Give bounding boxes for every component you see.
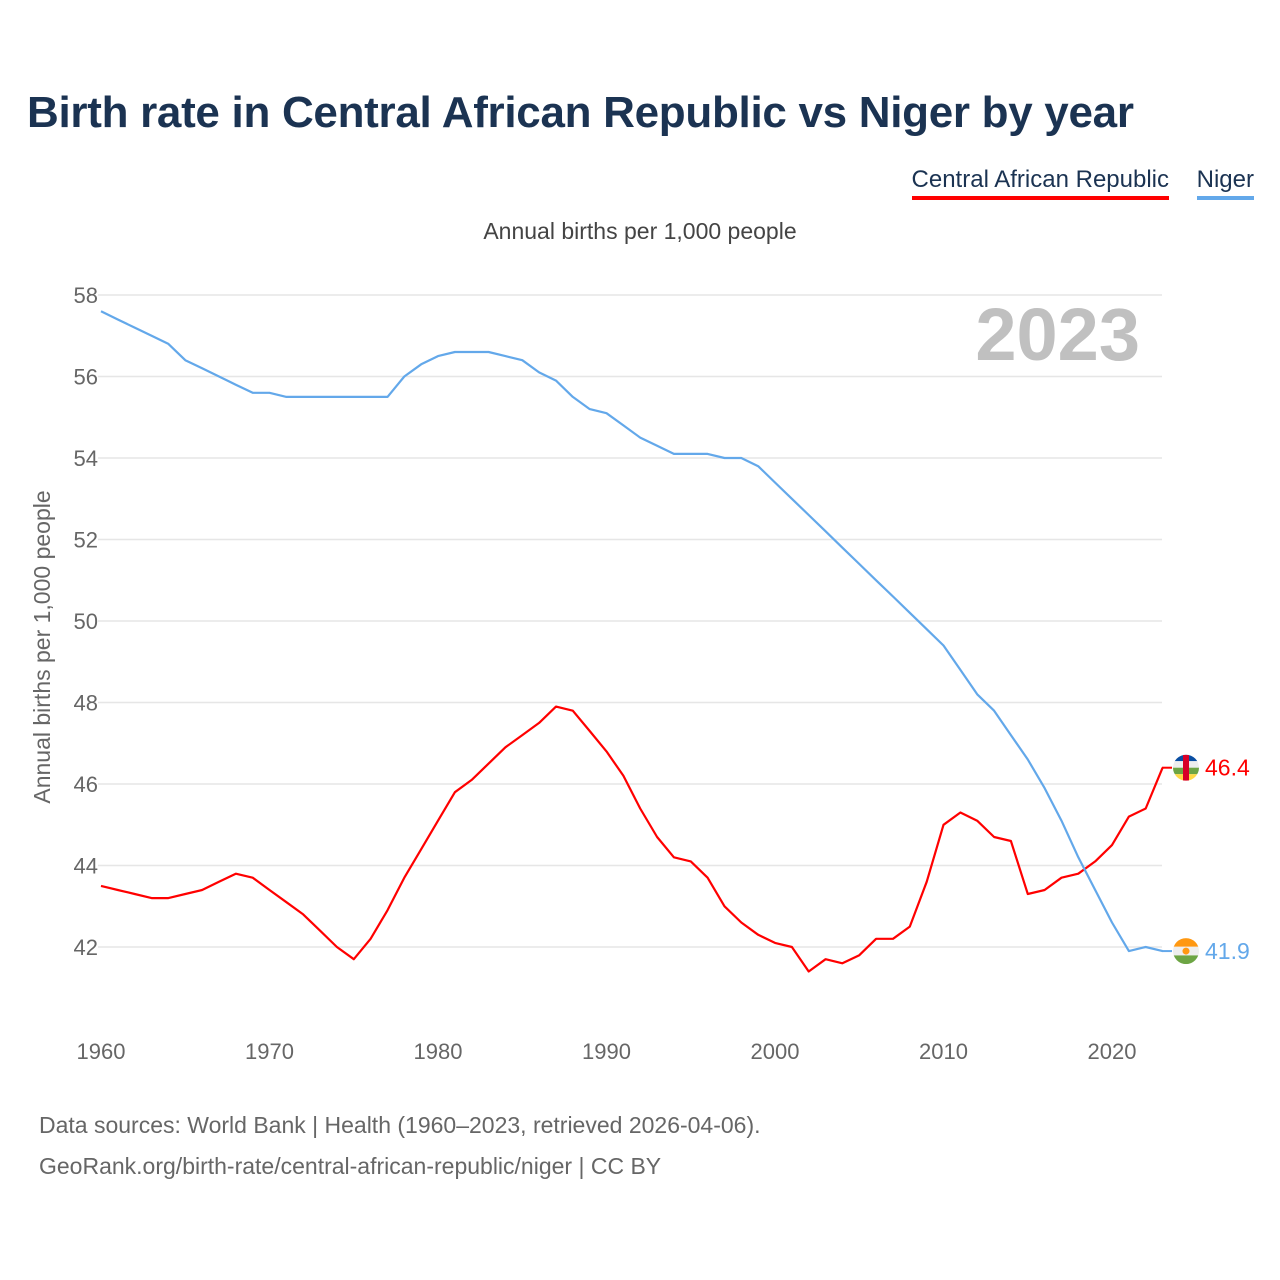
flag-stripe bbox=[1173, 955, 1199, 965]
end-value-label: 46.4 bbox=[1205, 755, 1250, 781]
x-tick-label: 1990 bbox=[582, 1039, 631, 1064]
chart-subtitle: Annual births per 1,000 people bbox=[483, 218, 797, 244]
y-tick-label: 54 bbox=[74, 446, 98, 471]
y-tick-label: 42 bbox=[74, 935, 98, 960]
flag-stripe bbox=[1183, 754, 1189, 781]
legend-item-niger[interactable]: Niger bbox=[1196, 166, 1254, 200]
y-tick-label: 52 bbox=[74, 528, 98, 553]
series-line-central-african-republic bbox=[100, 705, 1164, 973]
flag-body bbox=[1173, 754, 1199, 781]
flag-body bbox=[1173, 938, 1199, 965]
y-tick-label: 56 bbox=[74, 365, 98, 390]
x-tick-label: 1960 bbox=[77, 1039, 126, 1064]
series-line-niger bbox=[100, 310, 1163, 953]
y-tick-label: 58 bbox=[74, 283, 98, 308]
flag-sun bbox=[1182, 947, 1190, 955]
plot-area: 42 44 46 48 50 52 54 56 58 1960 1970 1980 1990 2000 2… bbox=[29, 283, 1250, 1064]
footer: Data sources: World Bank | Health (1960–… bbox=[39, 1105, 761, 1187]
flag-stripe bbox=[1173, 938, 1199, 947]
y-tick-label: 46 bbox=[74, 772, 98, 797]
x-tick-label: 1980 bbox=[414, 1039, 463, 1064]
y-tick-label: 44 bbox=[74, 854, 98, 879]
chart-title: Birth rate in Central African Republic v… bbox=[27, 88, 1134, 137]
end-value-label: 41.9 bbox=[1205, 938, 1250, 964]
x-tick-label: 2020 bbox=[1088, 1039, 1137, 1064]
flag-icon-niger bbox=[1173, 938, 1199, 965]
y-tick-label: 48 bbox=[74, 691, 98, 716]
footer-sources: Data sources: World Bank | Health (1960–… bbox=[39, 1112, 761, 1138]
footer-attribution[interactable]: GeoRank.org/birth-rate/central-african-r… bbox=[39, 1153, 662, 1179]
year-watermark: 2023 bbox=[975, 293, 1140, 376]
x-tick-label: 2010 bbox=[919, 1039, 968, 1064]
x-tick-label: 1970 bbox=[245, 1039, 294, 1064]
y-axis-label: Annual births per 1,000 people bbox=[29, 490, 55, 803]
legend-item-central-african-republic[interactable]: Central African Republic bbox=[911, 166, 1169, 200]
x-tick-label: 2000 bbox=[751, 1039, 800, 1064]
y-tick-label: 50 bbox=[74, 609, 98, 634]
flag-icon-central-african-republic bbox=[1173, 754, 1199, 781]
